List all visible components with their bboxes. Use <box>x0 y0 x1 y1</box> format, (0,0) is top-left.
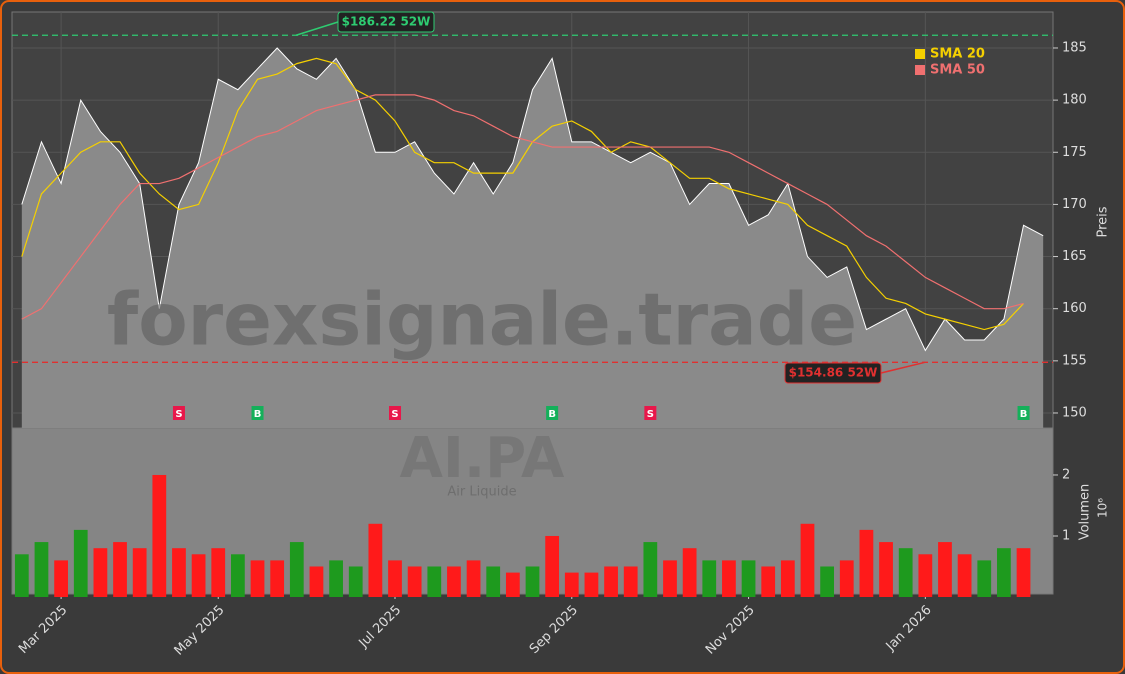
signal-label: B <box>548 409 556 420</box>
volume-bar <box>250 560 265 597</box>
volume-bar <box>643 542 658 597</box>
volume-tick-label: 2 <box>1062 467 1070 482</box>
legend-label: SMA 20 <box>930 47 985 62</box>
volume-bar <box>859 529 874 597</box>
volume-tick-label: 1 <box>1062 528 1070 543</box>
legend-swatch <box>915 49 925 59</box>
volume-bar <box>54 560 68 597</box>
y-tick-label: 170 <box>1062 197 1087 212</box>
volume-bar <box>702 560 717 597</box>
signal-box <box>172 406 185 420</box>
signal-label: S <box>647 409 654 420</box>
volume-bar <box>1016 548 1031 597</box>
volume-bar <box>172 548 186 597</box>
volume-bar <box>152 474 167 597</box>
volume-bar <box>309 566 324 597</box>
volume-bar <box>879 542 893 597</box>
signal-box <box>546 406 559 420</box>
volume-bar <box>427 566 442 597</box>
volume-bar <box>14 554 29 597</box>
legend-label: SMA 50 <box>930 63 985 78</box>
volume-bar <box>997 548 1011 597</box>
level-arrow <box>880 361 926 374</box>
volume-bar <box>348 566 363 597</box>
signal-box <box>644 406 657 420</box>
volume-bar <box>564 572 579 597</box>
level-arrow <box>295 21 339 36</box>
volume-bar <box>466 560 481 597</box>
volume-bar <box>191 554 206 597</box>
volume-bar <box>34 542 49 597</box>
y-tick-label: 175 <box>1062 145 1087 160</box>
volume-bar <box>623 566 638 597</box>
volume-unit: 10⁶ <box>1096 498 1110 518</box>
volume-bar <box>898 548 913 597</box>
volume-bar <box>839 560 854 597</box>
level-box <box>784 362 882 384</box>
volume-bar <box>820 566 834 597</box>
signal-box <box>389 406 402 420</box>
volume-bar <box>447 566 461 597</box>
volume-bar <box>486 566 501 597</box>
volume-bar <box>761 566 776 597</box>
price-area <box>21 47 1044 428</box>
y-tick-label: 165 <box>1062 249 1087 264</box>
y-tick-label: 160 <box>1062 301 1087 316</box>
y-tick-label: 150 <box>1062 405 1087 420</box>
company: Air Liquide <box>447 485 516 500</box>
volume-bar <box>545 535 560 597</box>
signal-label: B <box>254 409 262 420</box>
volume-bar <box>918 554 933 597</box>
volume-bar <box>604 566 618 597</box>
signal-label: B <box>1020 409 1028 420</box>
volume-bar <box>113 542 127 597</box>
y-tick-label: 180 <box>1062 93 1087 108</box>
level-box <box>337 11 435 33</box>
volume-bar <box>211 548 226 597</box>
volume-bar <box>270 560 285 597</box>
y-axis-label: Preis <box>1096 206 1111 237</box>
watermark: forexsignale.trade <box>107 278 857 362</box>
signal-label: S <box>391 409 398 420</box>
volume-bar <box>741 560 756 597</box>
volume-bar <box>584 572 599 597</box>
y-tick-label: 185 <box>1062 40 1087 55</box>
volume-bar <box>505 572 520 597</box>
volume-label: Volumen <box>1078 484 1093 541</box>
volume-bar <box>957 554 972 597</box>
level-label: $186.22 52W <box>342 15 431 29</box>
volume-bar <box>525 566 540 597</box>
sma-line <box>21 94 1024 320</box>
volume-bar <box>938 542 952 597</box>
volume-bar <box>329 560 343 597</box>
volume-bar <box>132 548 147 597</box>
volume-bar <box>722 560 736 597</box>
volume-bar <box>407 566 422 597</box>
signal-box <box>1017 406 1030 420</box>
signal-label: S <box>175 409 182 420</box>
volume-bar <box>977 560 992 597</box>
sma-line <box>21 57 1024 331</box>
y-tick-label: 155 <box>1062 353 1087 368</box>
legend-swatch <box>915 65 925 75</box>
volume-bar <box>368 523 383 597</box>
symbol: AI.PA <box>400 426 565 491</box>
price-line <box>21 47 1044 352</box>
volume-bar <box>388 560 402 597</box>
volume-bar <box>93 548 108 597</box>
volume-bar <box>289 542 304 597</box>
level-label: $154.86 52W <box>789 366 878 380</box>
volume-bar <box>231 554 245 597</box>
volume-bar <box>780 560 795 597</box>
volume-bar <box>73 529 88 597</box>
volume-bar <box>682 548 697 597</box>
volume-bar <box>663 560 677 597</box>
volume-bar <box>800 523 815 597</box>
signal-box <box>251 406 264 420</box>
